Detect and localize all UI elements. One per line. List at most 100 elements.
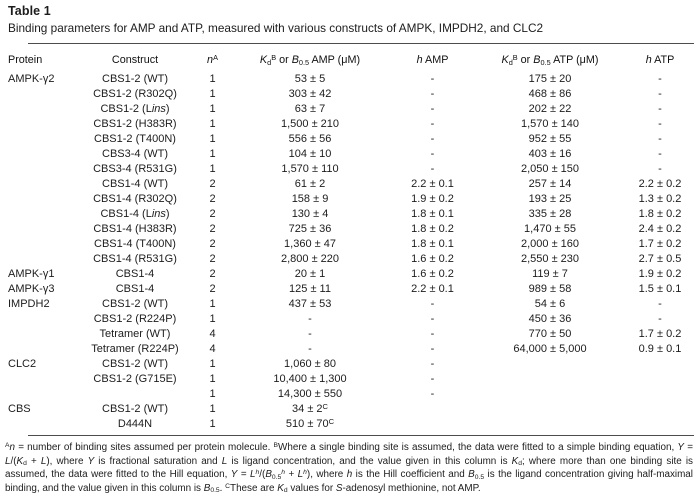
cell-h-atp: 1.9 ± 0.2 xyxy=(638,268,682,280)
top-rule xyxy=(28,43,694,44)
cell-kd-amp: 158 ± 9 xyxy=(291,193,329,205)
cell-h-atp: - xyxy=(658,118,662,130)
cell-kd-amp: 556 ± 56 xyxy=(288,133,332,145)
cell-n: 1 xyxy=(209,163,216,175)
cell-kd-atp: 450 ± 36 xyxy=(528,313,572,325)
cell-construct: Tetramer (R224P) xyxy=(91,343,179,355)
cell-h-amp: - xyxy=(430,73,435,85)
cell-kd-amp: 125 ± 11 xyxy=(289,283,331,295)
cell-n: 1 xyxy=(209,103,216,115)
cell-h-atp: 1.3 ± 0.2 xyxy=(638,193,682,205)
cell-h-atp xyxy=(620,357,700,372)
cell-protein: CLC2 xyxy=(8,358,37,370)
column-header-h-atp: h ATP xyxy=(645,54,675,66)
cell-h-amp: 1.6 ± 0.2 xyxy=(411,268,454,280)
cell-n: 1 xyxy=(209,373,216,385)
cell-kd-atp: 1,470 ± 55 xyxy=(524,223,576,235)
table-row: CBS1-4 (R302Q) 2 158 ± 9 1.9 ± 0.2 193 ± 25 1… xyxy=(0,192,700,207)
cell-n: 2 xyxy=(209,253,216,265)
cell-protein xyxy=(0,417,80,432)
cell-construct: CBS1-2 (WT) xyxy=(102,73,168,85)
cell-n: 4 xyxy=(209,343,216,355)
cell-kd-amp: 437 ± 53 xyxy=(288,298,332,310)
cell-h-amp: 1.6 ± 0.2 xyxy=(411,253,454,265)
cell-h-atp: - xyxy=(658,73,662,85)
cell-n: 2 xyxy=(209,208,216,220)
cell-kd-amp: 1,360 ± 47 xyxy=(284,238,336,250)
cell-kd-atp: 2,550 ± 230 xyxy=(520,253,580,265)
bottom-rule xyxy=(28,435,694,436)
table-label: Table 1 xyxy=(8,4,51,18)
cell-h-atp: 2.2 ± 0.2 xyxy=(638,178,682,190)
table-row: CBS1-4 (R531G) 2 2,800 ± 220 1.6 ± 0.2 2,550… xyxy=(0,252,700,267)
cell-construct: CBS3-4 (R531G) xyxy=(93,163,177,175)
cell-kd-atp: 202 ± 22 xyxy=(528,103,572,115)
column-header-protein: Protein xyxy=(8,54,43,66)
cell-h-amp: - xyxy=(430,103,435,115)
cell-construct: CBS1-2 (WT) xyxy=(102,403,168,415)
cell-kd-atp: 2,000 ± 160 xyxy=(520,238,580,250)
table-row: AMPK-γ1 CBS1-4 2 20 ± 1 1.6 ± 0.2 119 ± 7 1.9 … xyxy=(0,267,700,282)
cell-kd-atp: 64,000 ± 5,000 xyxy=(513,343,587,355)
cell-n: 1 xyxy=(209,73,216,85)
table-row: CBS1-2 (R224P) 1 - - 450 ± 36 - xyxy=(0,312,700,327)
cell-construct: CBS1-2 (WT) xyxy=(102,358,168,370)
cell-h-atp: - xyxy=(658,103,662,115)
table-row: Tetramer (WT) 4 - - 770 ± 50 1.7 ± 0.2 xyxy=(0,327,700,342)
table-row: CBS1-4 (WT) 2 61 ± 2 2.2 ± 0.1 257 ± 14 2.2 ±… xyxy=(0,177,700,192)
table-row: CBS3-4 (WT) 1 104 ± 10 - 403 ± 16 - xyxy=(0,147,700,162)
column-header-n: nA xyxy=(207,52,218,66)
cell-protein: AMPK-γ2 xyxy=(8,73,55,85)
cell-h-atp: - xyxy=(658,148,662,160)
cell-construct: CBS1-4 (WT) xyxy=(102,178,168,190)
cell-kd-atp: 2,050 ± 150 xyxy=(520,163,580,175)
table-row: AMPK-γ2 CBS1-2 (WT) 1 53 ± 5 - 175 ± 20 - xyxy=(0,72,700,87)
cell-construct: CBS1-2 (WT) xyxy=(102,298,168,310)
cell-protein xyxy=(0,162,80,177)
cell-h-amp: - xyxy=(430,358,435,370)
cell-h-amp: 2.2 ± 0.1 xyxy=(411,283,454,295)
cell-h-atp: - xyxy=(658,88,662,100)
cell-kd-amp: - xyxy=(308,343,312,355)
cell-kd-amp: 34 ± 2C xyxy=(292,401,328,415)
cell-protein: AMPK-γ3 xyxy=(8,283,55,295)
cell-kd-amp: - xyxy=(308,328,312,340)
cell-n: 1 xyxy=(209,418,216,430)
cell-h-amp: - xyxy=(430,148,435,160)
cell-h-amp: - xyxy=(430,373,435,385)
table-footnotes: An = number of binding sites assumed per… xyxy=(5,441,693,495)
cell-kd-atp: 770 ± 50 xyxy=(528,328,572,340)
cell-kd-atp xyxy=(480,387,620,402)
cell-n: 1 xyxy=(209,388,216,400)
cell-h-atp: 2.7 ± 0.5 xyxy=(638,253,682,265)
table-row: CBS1-2 (R302Q) 1 303 ± 42 - 468 ± 86 - xyxy=(0,87,700,102)
cell-h-amp: - xyxy=(430,133,435,145)
cell-n: 1 xyxy=(209,313,216,325)
table-row: IMPDH2 CBS1-2 (WT) 1 437 ± 53 - 54 ± 6 - xyxy=(0,297,700,312)
cell-n: 2 xyxy=(209,283,216,295)
cell-h-amp xyxy=(385,417,480,432)
cell-kd-atp: 257 ± 14 xyxy=(528,178,572,190)
table-body: AMPK-γ2 CBS1-2 (WT) 1 53 ± 5-175 ± 20- CBS1-… xyxy=(0,72,700,432)
cell-kd-atp xyxy=(480,357,620,372)
cell-protein xyxy=(0,192,80,207)
cell-kd-amp: 1,570 ± 110 xyxy=(281,163,339,175)
cell-construct: CBS3-4 (WT) xyxy=(102,148,168,160)
column-header-h-amp: h AMP xyxy=(416,54,449,66)
cell-protein: IMPDH2 xyxy=(8,298,50,310)
cell-kd-amp: 725 ± 36 xyxy=(288,223,332,235)
cell-h-atp: 1.7 ± 0.2 xyxy=(638,328,682,340)
cell-construct: CBS1-4 xyxy=(115,268,155,280)
table-row: CBS1-2 (T400N) 1 556 ± 56 - 952 ± 55 - xyxy=(0,132,700,147)
cell-h-amp: - xyxy=(430,118,435,130)
cell-h-atp xyxy=(620,402,700,417)
cell-construct: CBS1-2 (R302Q) xyxy=(93,88,177,100)
cell-construct: CBS1-2 (H383R) xyxy=(93,118,177,130)
cell-kd-amp: 14,300 ± 550 xyxy=(277,388,343,400)
cell-n: 1 xyxy=(209,133,216,145)
cell-protein xyxy=(0,117,80,132)
cell-construct: CBS1-4 (T400N) xyxy=(94,238,176,250)
table-row: AMPK-γ3 CBS1-4 2 125 ± 11 2.2 ± 0.1 989 ± 58 1… xyxy=(0,282,700,297)
cell-construct: CBS1-4 (R302Q) xyxy=(93,193,177,205)
cell-n: 2 xyxy=(209,193,216,205)
